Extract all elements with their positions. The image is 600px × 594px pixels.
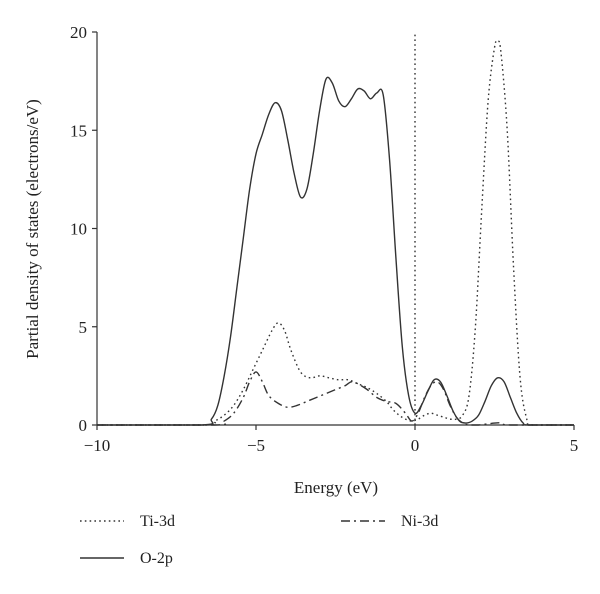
y-axis-label: Partial density of states (electrons/eV) (23, 99, 42, 359)
tick-labels: −10 −5 0 5 0 5 10 15 20 (70, 23, 578, 455)
legend: Ti-3d Ni-3d O-2p (80, 513, 438, 567)
y-tick-label: 0 (79, 416, 88, 435)
y-tick-label: 10 (70, 220, 87, 239)
y-tick-label: 15 (70, 121, 87, 140)
legend-label-o-2p: O-2p (140, 550, 173, 567)
y-tick-label: 5 (79, 318, 88, 337)
x-tick-label: −10 (84, 436, 111, 455)
legend-label-ni-3d: Ni-3d (401, 513, 438, 530)
x-tick-label: −5 (247, 436, 265, 455)
y-tick-label: 20 (70, 23, 87, 42)
series-layer (96, 40, 574, 426)
legend-label-ti-3d: Ti-3d (140, 513, 175, 530)
series-ti-3d-line (96, 40, 574, 426)
series-o-2p-line (96, 76, 574, 426)
x-tick-label: 0 (411, 436, 420, 455)
x-axis-label: Energy (eV) (294, 478, 378, 497)
x-tick-label: 5 (570, 436, 579, 455)
